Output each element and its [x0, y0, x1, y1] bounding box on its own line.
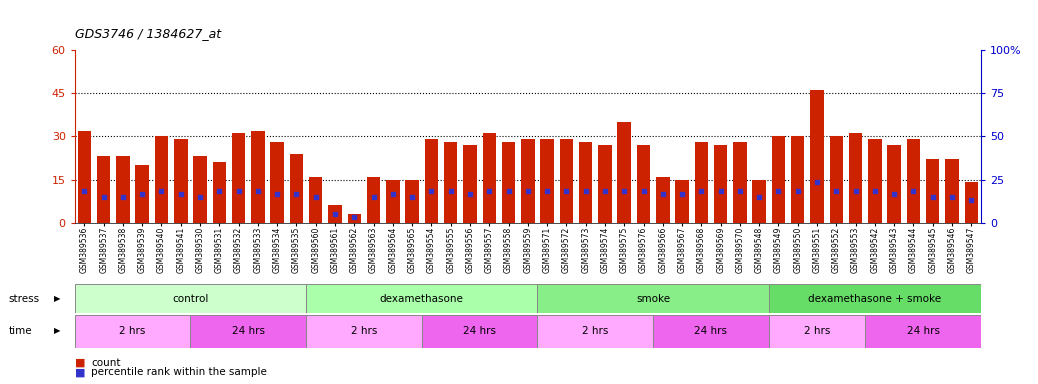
Bar	[653, 315, 769, 348]
Text: 2 hrs: 2 hrs	[582, 326, 608, 336]
Text: stress: stress	[8, 294, 39, 304]
Bar	[193, 157, 207, 223]
Bar	[78, 131, 91, 223]
Text: 2 hrs: 2 hrs	[119, 326, 145, 336]
Bar	[714, 145, 728, 223]
Bar	[676, 180, 689, 223]
Bar	[75, 315, 190, 348]
Bar	[769, 284, 981, 313]
Bar	[348, 214, 361, 223]
Text: 24 hrs: 24 hrs	[463, 326, 496, 336]
Text: percentile rank within the sample: percentile rank within the sample	[91, 367, 267, 377]
Bar	[501, 142, 515, 223]
Bar	[406, 180, 419, 223]
Bar	[656, 177, 670, 223]
Bar	[791, 136, 804, 223]
Bar	[97, 157, 110, 223]
Bar	[306, 284, 538, 313]
Bar	[753, 180, 766, 223]
Bar	[386, 180, 400, 223]
Bar	[618, 122, 631, 223]
Bar	[964, 182, 978, 223]
Bar	[421, 315, 538, 348]
Bar	[579, 142, 593, 223]
Bar	[769, 315, 866, 348]
Bar	[75, 284, 306, 313]
Bar	[463, 145, 476, 223]
Bar	[541, 139, 554, 223]
Bar	[906, 139, 920, 223]
Bar	[483, 134, 496, 223]
Bar	[887, 145, 901, 223]
Bar	[155, 136, 168, 223]
Text: 24 hrs: 24 hrs	[231, 326, 265, 336]
Bar	[290, 154, 303, 223]
Text: control: control	[172, 293, 209, 304]
Bar	[829, 136, 843, 223]
Text: time: time	[8, 326, 32, 336]
Text: GDS3746 / 1384627_at: GDS3746 / 1384627_at	[75, 27, 221, 40]
Bar	[538, 315, 653, 348]
Bar	[174, 139, 188, 223]
Bar	[598, 145, 611, 223]
Text: ■: ■	[75, 358, 85, 368]
Bar	[866, 315, 981, 348]
Bar	[946, 159, 959, 223]
Text: ▶: ▶	[54, 294, 60, 303]
Bar	[251, 131, 265, 223]
Bar	[868, 139, 881, 223]
Bar	[425, 139, 438, 223]
Bar	[271, 142, 284, 223]
Bar	[771, 136, 785, 223]
Bar	[116, 157, 130, 223]
Text: smoke: smoke	[636, 293, 671, 304]
Bar	[309, 177, 323, 223]
Bar	[559, 139, 573, 223]
Bar	[733, 142, 746, 223]
Text: dexamethasone + smoke: dexamethasone + smoke	[809, 293, 941, 304]
Bar	[231, 134, 245, 223]
Bar	[811, 90, 824, 223]
Bar	[213, 162, 226, 223]
Text: count: count	[91, 358, 120, 368]
Text: 24 hrs: 24 hrs	[694, 326, 728, 336]
Bar	[636, 145, 650, 223]
Bar	[538, 284, 769, 313]
Bar	[306, 315, 421, 348]
Bar	[136, 165, 149, 223]
Bar	[849, 134, 863, 223]
Text: ▶: ▶	[54, 326, 60, 336]
Bar	[521, 139, 535, 223]
Bar	[444, 142, 458, 223]
Bar	[926, 159, 939, 223]
Bar	[366, 177, 380, 223]
Bar	[328, 205, 342, 223]
Text: 2 hrs: 2 hrs	[803, 326, 830, 336]
Text: dexamethasone: dexamethasone	[380, 293, 464, 304]
Text: 24 hrs: 24 hrs	[906, 326, 939, 336]
Text: ■: ■	[75, 367, 85, 377]
Bar	[694, 142, 708, 223]
Text: 2 hrs: 2 hrs	[351, 326, 377, 336]
Bar	[190, 315, 306, 348]
